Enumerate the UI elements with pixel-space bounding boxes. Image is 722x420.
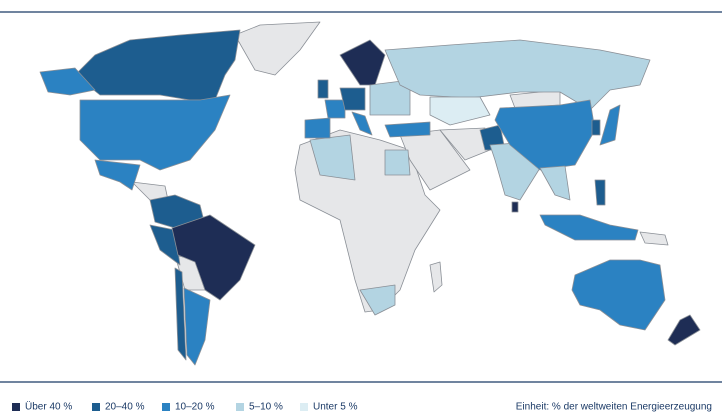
alaska [39,67,96,96]
greenland [234,21,321,76]
china [494,99,596,171]
scandinavia [339,39,386,86]
eastern-europe [369,79,411,116]
japan [599,104,621,146]
legend-swatch [300,403,308,411]
usa [79,94,231,171]
legend-label: 5–10 % [249,402,283,413]
peru [149,224,181,266]
brazil [171,214,256,301]
legend-label: 10–20 % [175,402,215,413]
south-africa [359,284,396,316]
world-map [39,21,701,366]
legend-label: Unter 5 % [313,402,358,413]
legend-swatch [236,403,244,411]
sri-lanka [511,201,519,213]
germany [339,87,366,111]
philippines [594,179,606,206]
legend-label: 20–40 % [105,402,145,413]
chile [174,267,187,361]
legend-swatch [12,403,20,411]
southeast-asia [539,165,571,201]
legend-swatch [92,403,100,411]
madagascar [429,261,443,293]
kazakhstan [429,96,491,126]
indonesia [539,214,639,241]
unit-note: Einheit: % der weltweiten Energieerzeugu… [516,402,712,413]
spain [304,117,331,139]
france [324,99,346,119]
algeria [309,134,356,181]
turkey [384,121,431,138]
australia [571,259,666,331]
papua [639,231,669,246]
egypt [384,149,411,176]
mexico [94,159,141,191]
legend-label: Über 40 % [25,401,72,413]
korea [591,119,601,136]
new-zealand [667,314,701,346]
italy [351,111,373,136]
argentina [183,287,211,366]
uk [317,79,329,99]
canada [74,29,241,101]
legend: Über 40 % 20–40 % 10–20 % 5–10 % Unter 5 % [12,401,358,413]
russia [384,39,651,111]
legend-swatch [162,403,170,411]
